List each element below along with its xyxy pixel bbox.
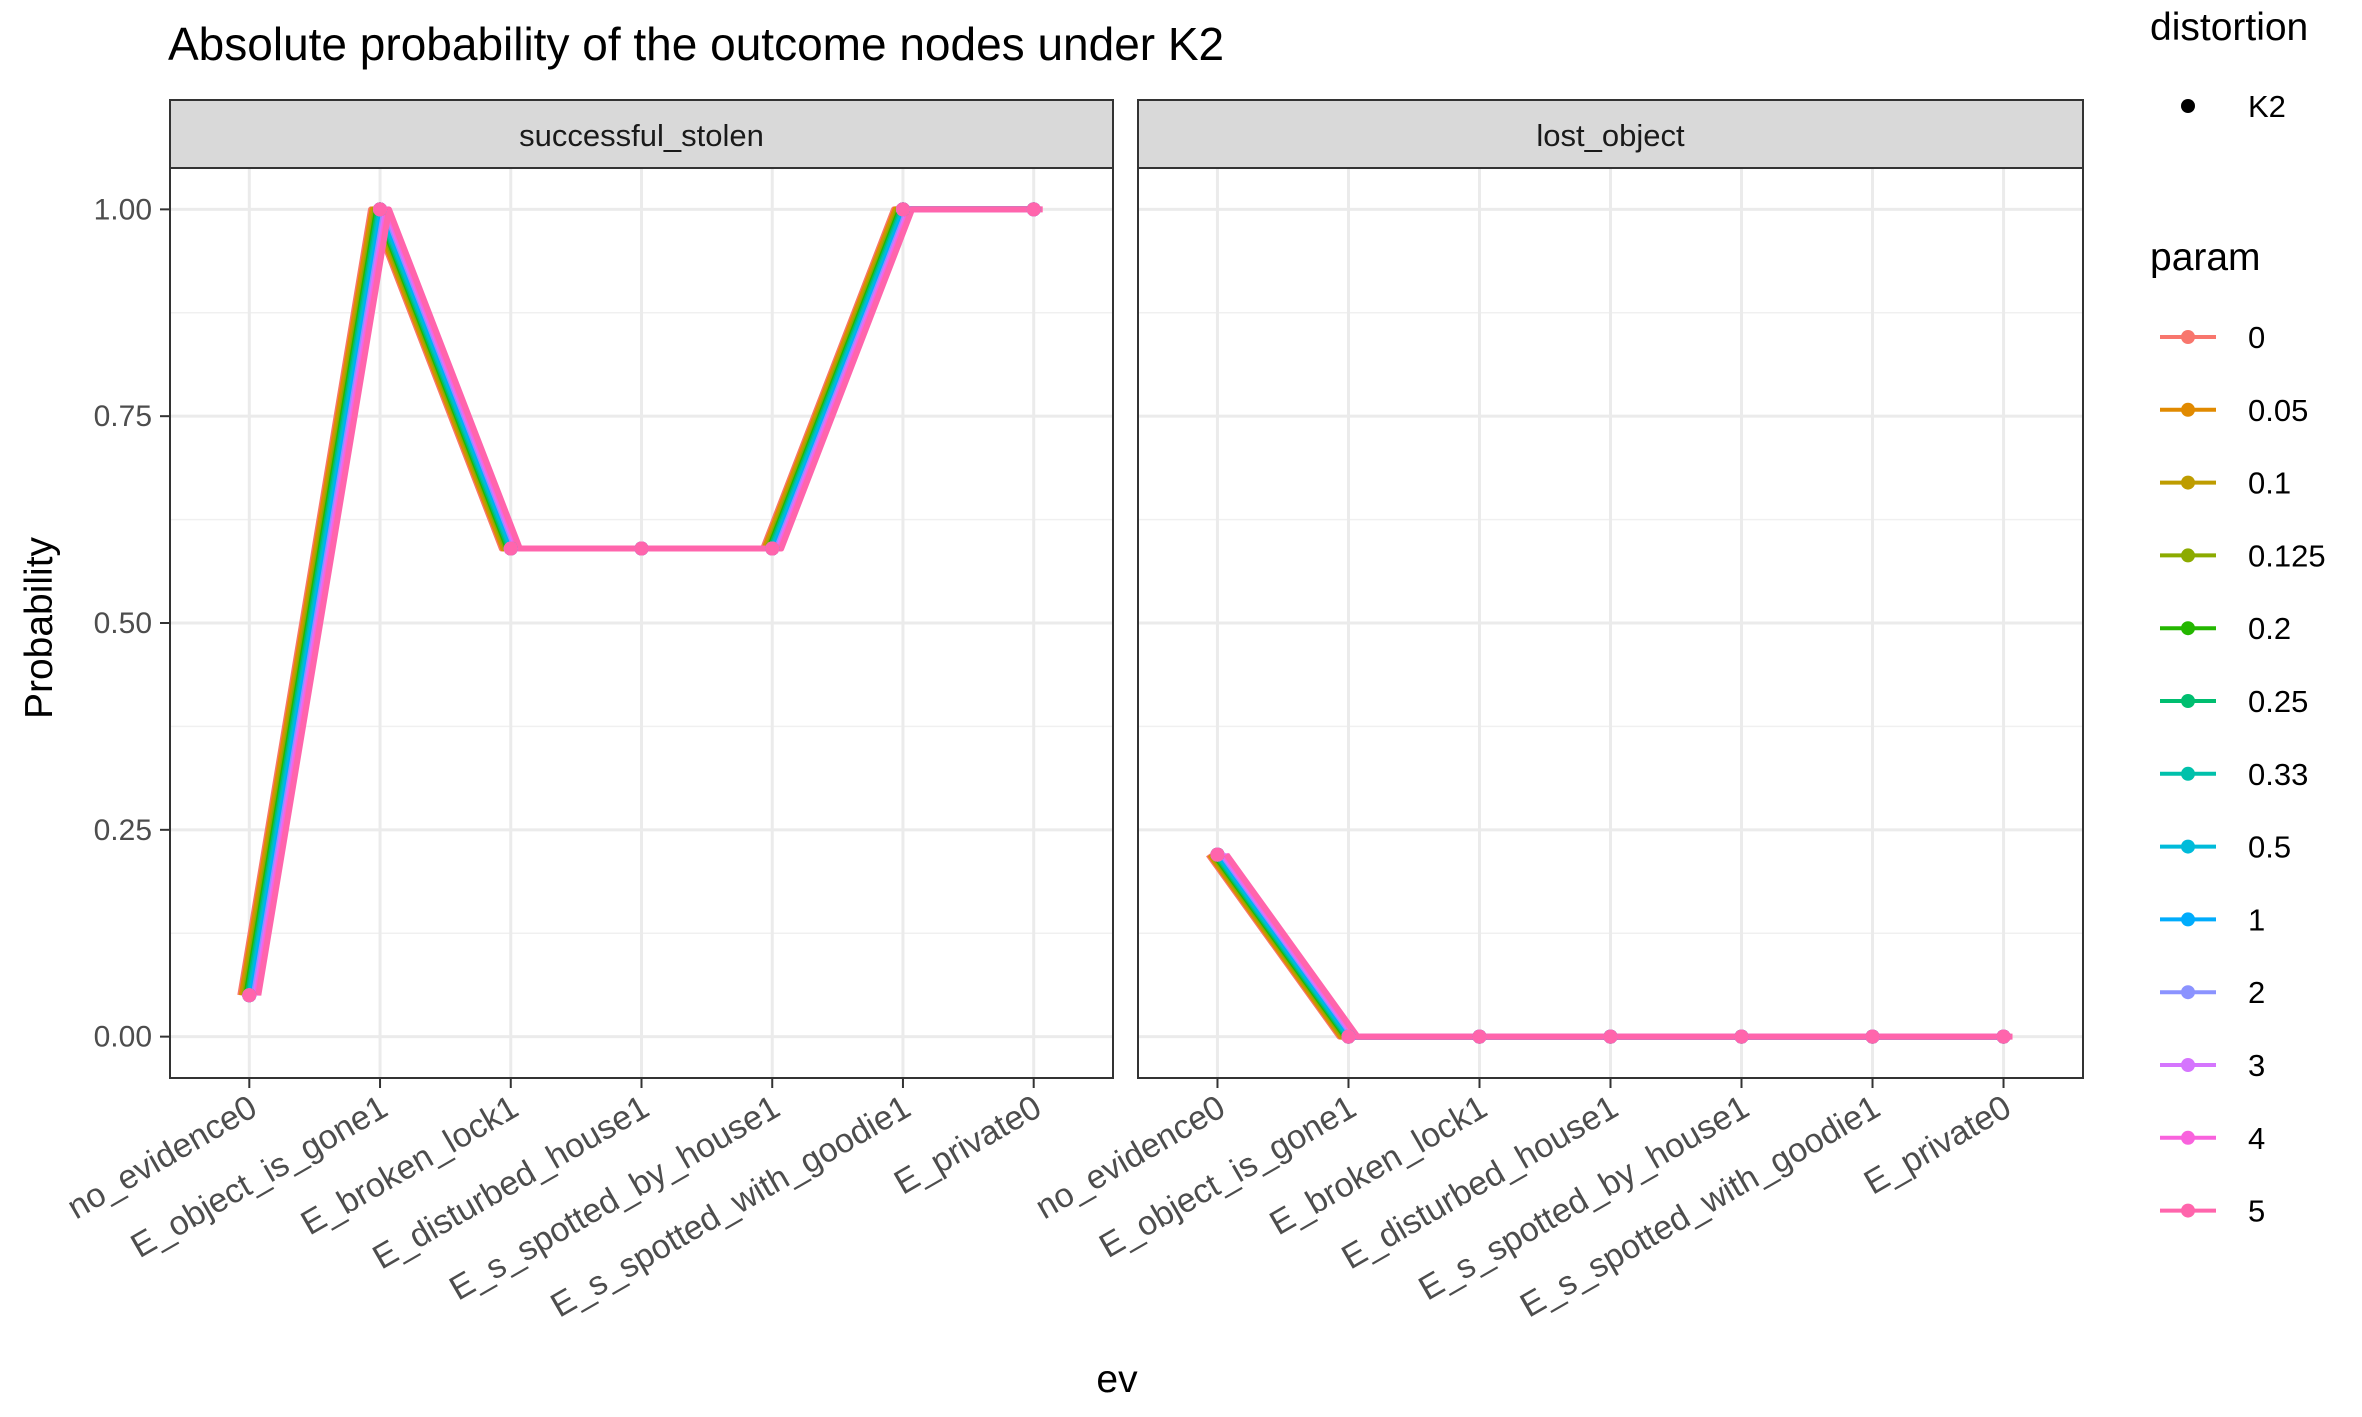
legend-param-point xyxy=(2181,548,2195,563)
legend-param-title: param xyxy=(2150,236,2261,279)
y-tick-label: 1.00 xyxy=(94,193,152,226)
legend-param-point xyxy=(2181,694,2195,708)
data-point xyxy=(765,541,780,556)
legend-distortion: distortion K2 xyxy=(2150,6,2308,124)
y-tick-label: 0.25 xyxy=(94,814,152,847)
legend-param-point xyxy=(2181,330,2195,344)
legend-distortion-title: distortion xyxy=(2150,6,2308,49)
legend-param-point xyxy=(2181,1203,2195,1218)
legend-param-label-2: 2 xyxy=(2248,975,2265,1010)
y-tick-label: 0.75 xyxy=(94,400,152,433)
y-tick-label: 0.50 xyxy=(94,607,152,640)
strip-background xyxy=(169,99,1114,169)
data-point xyxy=(503,541,518,556)
data-point xyxy=(242,988,257,1003)
data-point xyxy=(1865,1029,1880,1044)
x-tick-label: E_private0 xyxy=(888,1088,1048,1202)
data-point xyxy=(1603,1029,1618,1044)
data-point xyxy=(634,541,649,556)
data-point xyxy=(373,202,388,217)
strip-label-successful-stolen: successful_stolen xyxy=(519,118,764,153)
data-point xyxy=(1996,1029,2011,1044)
chart-title: Absolute probability of the outcome node… xyxy=(168,18,1224,70)
legend-param-point xyxy=(2181,985,2195,1000)
legend-param-point xyxy=(2181,621,2195,636)
legend-param-label-0-33: 0.33 xyxy=(2248,757,2308,792)
data-point xyxy=(1341,1029,1356,1044)
data-point xyxy=(1210,847,1225,862)
strip-label-lost-object: lost_object xyxy=(1536,118,1685,153)
legend-param-label-0-25: 0.25 xyxy=(2248,684,2308,719)
data-point xyxy=(1472,1029,1487,1044)
x-tick-label: E_private0 xyxy=(1858,1088,2018,1202)
legend-distortion-key xyxy=(2181,99,2195,113)
legend-param-point xyxy=(2181,1130,2195,1145)
legend-param-point xyxy=(2181,766,2195,781)
legend-param-label-0-5: 0.5 xyxy=(2248,830,2291,865)
legend-param-point xyxy=(2181,1058,2195,1072)
legend-param-label-0-125: 0.125 xyxy=(2248,538,2326,573)
x-axis-title: ev xyxy=(1096,1358,1138,1401)
series-line-param-5 xyxy=(1224,852,2013,1040)
legend-param-label-4: 4 xyxy=(2248,1121,2265,1156)
legend-param: param 0 0.05 0.1 0.125 0.2 0.25 0.33 0.5 1 2 3 4 5 xyxy=(2150,236,2326,1229)
legend-param-point xyxy=(2181,839,2195,854)
legend-param-point xyxy=(2181,912,2195,927)
legend-param-point xyxy=(2181,475,2195,490)
legend-param-label-0-05: 0.05 xyxy=(2248,393,2308,428)
legend-param-point xyxy=(2181,402,2195,417)
series-line-param-5 xyxy=(255,206,1043,996)
legend-param-label-1: 1 xyxy=(2248,902,2265,937)
y-axis-title: Probability xyxy=(18,536,61,719)
legend-param-label-5: 5 xyxy=(2248,1194,2265,1229)
y-tick-label: 0.00 xyxy=(94,1021,152,1054)
data-point xyxy=(1734,1029,1749,1044)
panel-successful-stolen: successful_stolenno_evidence0E_object_is… xyxy=(61,99,1114,1325)
panel-lost-object: lost_objectno_evidence0E_object_is_gone1… xyxy=(1029,99,2084,1325)
legend-param-label-0: 0 xyxy=(2248,320,2265,355)
legend-param-label-0-2: 0.2 xyxy=(2248,611,2291,646)
strip-background xyxy=(1137,99,2084,169)
legend-distortion-label-k2: K2 xyxy=(2248,89,2286,124)
data-point xyxy=(1026,202,1041,217)
data-point xyxy=(895,202,910,217)
legend-param-label-0-1: 0.1 xyxy=(2248,466,2291,501)
legend-param-label-3: 3 xyxy=(2248,1048,2265,1083)
